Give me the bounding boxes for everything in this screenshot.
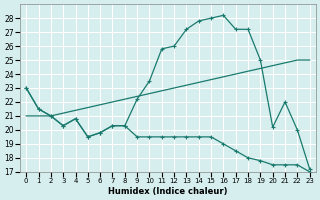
X-axis label: Humidex (Indice chaleur): Humidex (Indice chaleur) xyxy=(108,187,228,196)
